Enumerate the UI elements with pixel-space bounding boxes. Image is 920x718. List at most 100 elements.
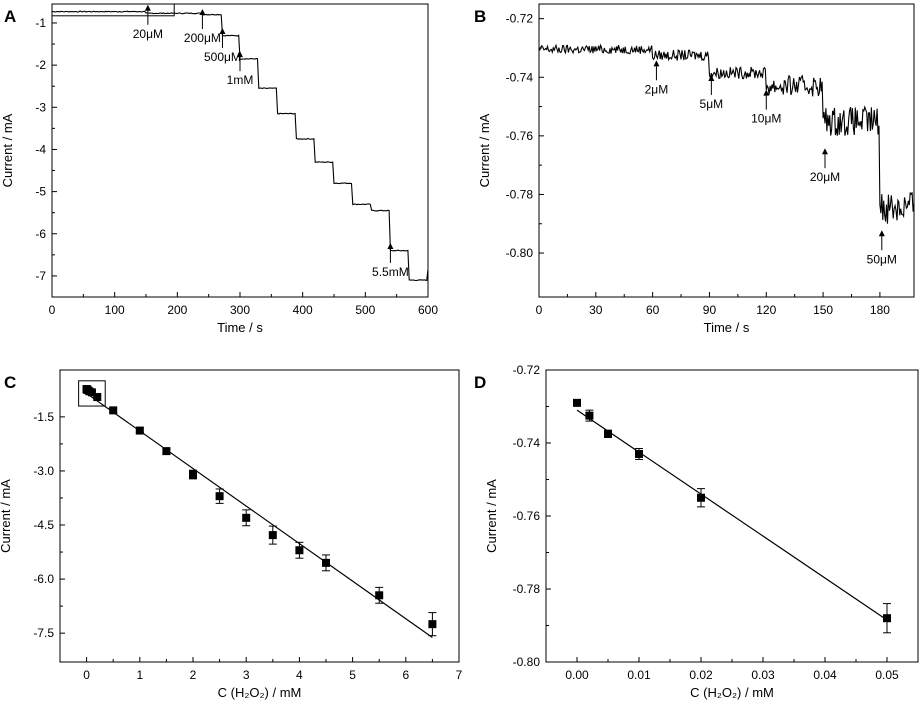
y-tick-label: -0.78 [513,582,541,596]
x-tick-label: 200 [167,303,187,317]
addition-label: 50μM [867,252,897,266]
fit-line [576,409,888,621]
addition-arrowhead [144,4,151,11]
data-point [375,591,384,600]
x-tick-label: 0.01 [627,668,651,682]
addition-label: 20μM [133,27,163,41]
x-tick-label: 0.00 [565,668,589,682]
y-tick-label: -0.72 [506,12,534,26]
y-axis-label: Current / mA [0,479,13,553]
x-tick-label: 180 [870,303,890,317]
addition-arrowhead [199,8,206,15]
x-tick-label: 500 [355,303,375,317]
y-axis-label: Current / mA [484,479,499,553]
addition-arrowhead [708,74,715,81]
y-tick-label: -6.0 [33,572,54,586]
data-point [242,513,251,522]
x-tick-label: 3 [243,668,250,682]
data-point [109,406,118,415]
panel-letter: D [474,373,486,392]
x-tick-label: 400 [293,303,313,317]
x-tick-label: 5 [349,668,356,682]
x-tick-label: 0 [536,303,543,317]
y-tick-label: -0.74 [513,436,541,450]
x-tick-label: 0.04 [813,668,837,682]
panel-b: B 0 30 60 90 120 150 180 -0.72 -0.74 -0.76 -0.78 -0.… [474,3,915,335]
zoom-box [51,3,175,17]
x-tick-label: 0.05 [875,668,899,682]
y-tick-label: -1 [35,16,46,30]
current-trace [538,43,915,224]
addition-arrowhead [878,230,885,237]
x-tick-label: 90 [703,303,717,317]
y-tick-label: -0.78 [506,187,534,201]
data-point [697,493,705,502]
data-point [883,614,891,623]
addition-label: 2μM [645,82,669,96]
y-tick-label: -7 [35,269,46,283]
data-point [135,426,144,435]
addition-label: 200μM [184,31,221,45]
panel-letter: B [474,7,486,26]
x-axis-label: Time / s [704,320,750,335]
y-tick-label: -2 [35,58,46,72]
x-tick-label: 1 [136,668,143,682]
addition-arrowhead [821,148,828,155]
x-tick-label: 120 [756,303,776,317]
data-point [428,620,437,629]
data-point [93,393,102,402]
data-point [295,546,304,555]
x-tick-label: 7 [456,668,463,682]
panel-a: A 0 100 200 300 400 500 600 -1 -2 -3 -4 -5 -6 -7 Time /… [0,3,438,335]
y-tick-label: -4.5 [33,518,54,532]
x-tick-label: 4 [296,668,303,682]
data-point [322,558,330,567]
x-tick-label: 300 [230,303,250,317]
data-point [215,492,224,501]
panel-d: D 0.00 0.01 0.02 0.03 0.04 0.05 -0.72 -0.74 -0.76… [474,363,919,700]
zoom-box [78,380,106,407]
addition-label: 5.5mM [372,265,409,279]
y-tick-label: -0.76 [513,509,541,523]
y-tick-label: -0.80 [513,655,541,669]
addition-label: 500μM [204,50,241,64]
addition-arrowhead [237,51,243,58]
addition-arrowhead [653,60,660,67]
data-point [189,470,197,479]
addition-arrowhead [219,27,226,34]
addition-label: 20μM [810,170,840,184]
panel-letter: C [4,373,16,392]
x-axis-label: C (H₂O₂) / mM [690,685,774,700]
x-axis-label: C (H₂O₂) / mM [218,685,302,700]
data-point [573,398,581,407]
data-point [268,531,277,540]
y-tick-label: -0.72 [513,363,541,377]
x-tick-label: 150 [813,303,833,317]
x-tick-label: 60 [646,303,660,317]
fit-line [86,392,433,638]
data-point [87,388,96,397]
y-axis-label: Current / mA [0,113,15,187]
plot-frame [545,369,919,663]
plot-frame [538,3,915,298]
x-tick-label: 2 [190,668,197,682]
addition-arrowhead [387,242,394,249]
addition-label: 1mM [227,73,254,87]
y-tick-label: -7.5 [33,626,54,640]
panel-c: C 0 1 2 3 4 5 6 7 -1.5 -3.0 -4.5 -6.0 -7.5 C (H₂O₂) / … [0,369,463,700]
x-tick-label: 0.03 [751,668,775,682]
data-point [162,447,171,456]
y-tick-label: -1.5 [33,410,54,424]
addition-arrowhead [763,89,770,96]
x-tick-label: 0 [83,668,90,682]
addition-label: 5μM [700,97,724,111]
x-tick-label: 0.02 [689,668,713,682]
y-tick-label: -6 [35,227,46,241]
y-tick-label: -0.80 [506,246,534,260]
y-tick-label: -0.74 [506,70,534,84]
x-axis-label: Time / s [217,320,263,335]
data-point [604,429,612,438]
plot-frame [59,369,460,663]
x-tick-label: 0 [49,303,56,317]
